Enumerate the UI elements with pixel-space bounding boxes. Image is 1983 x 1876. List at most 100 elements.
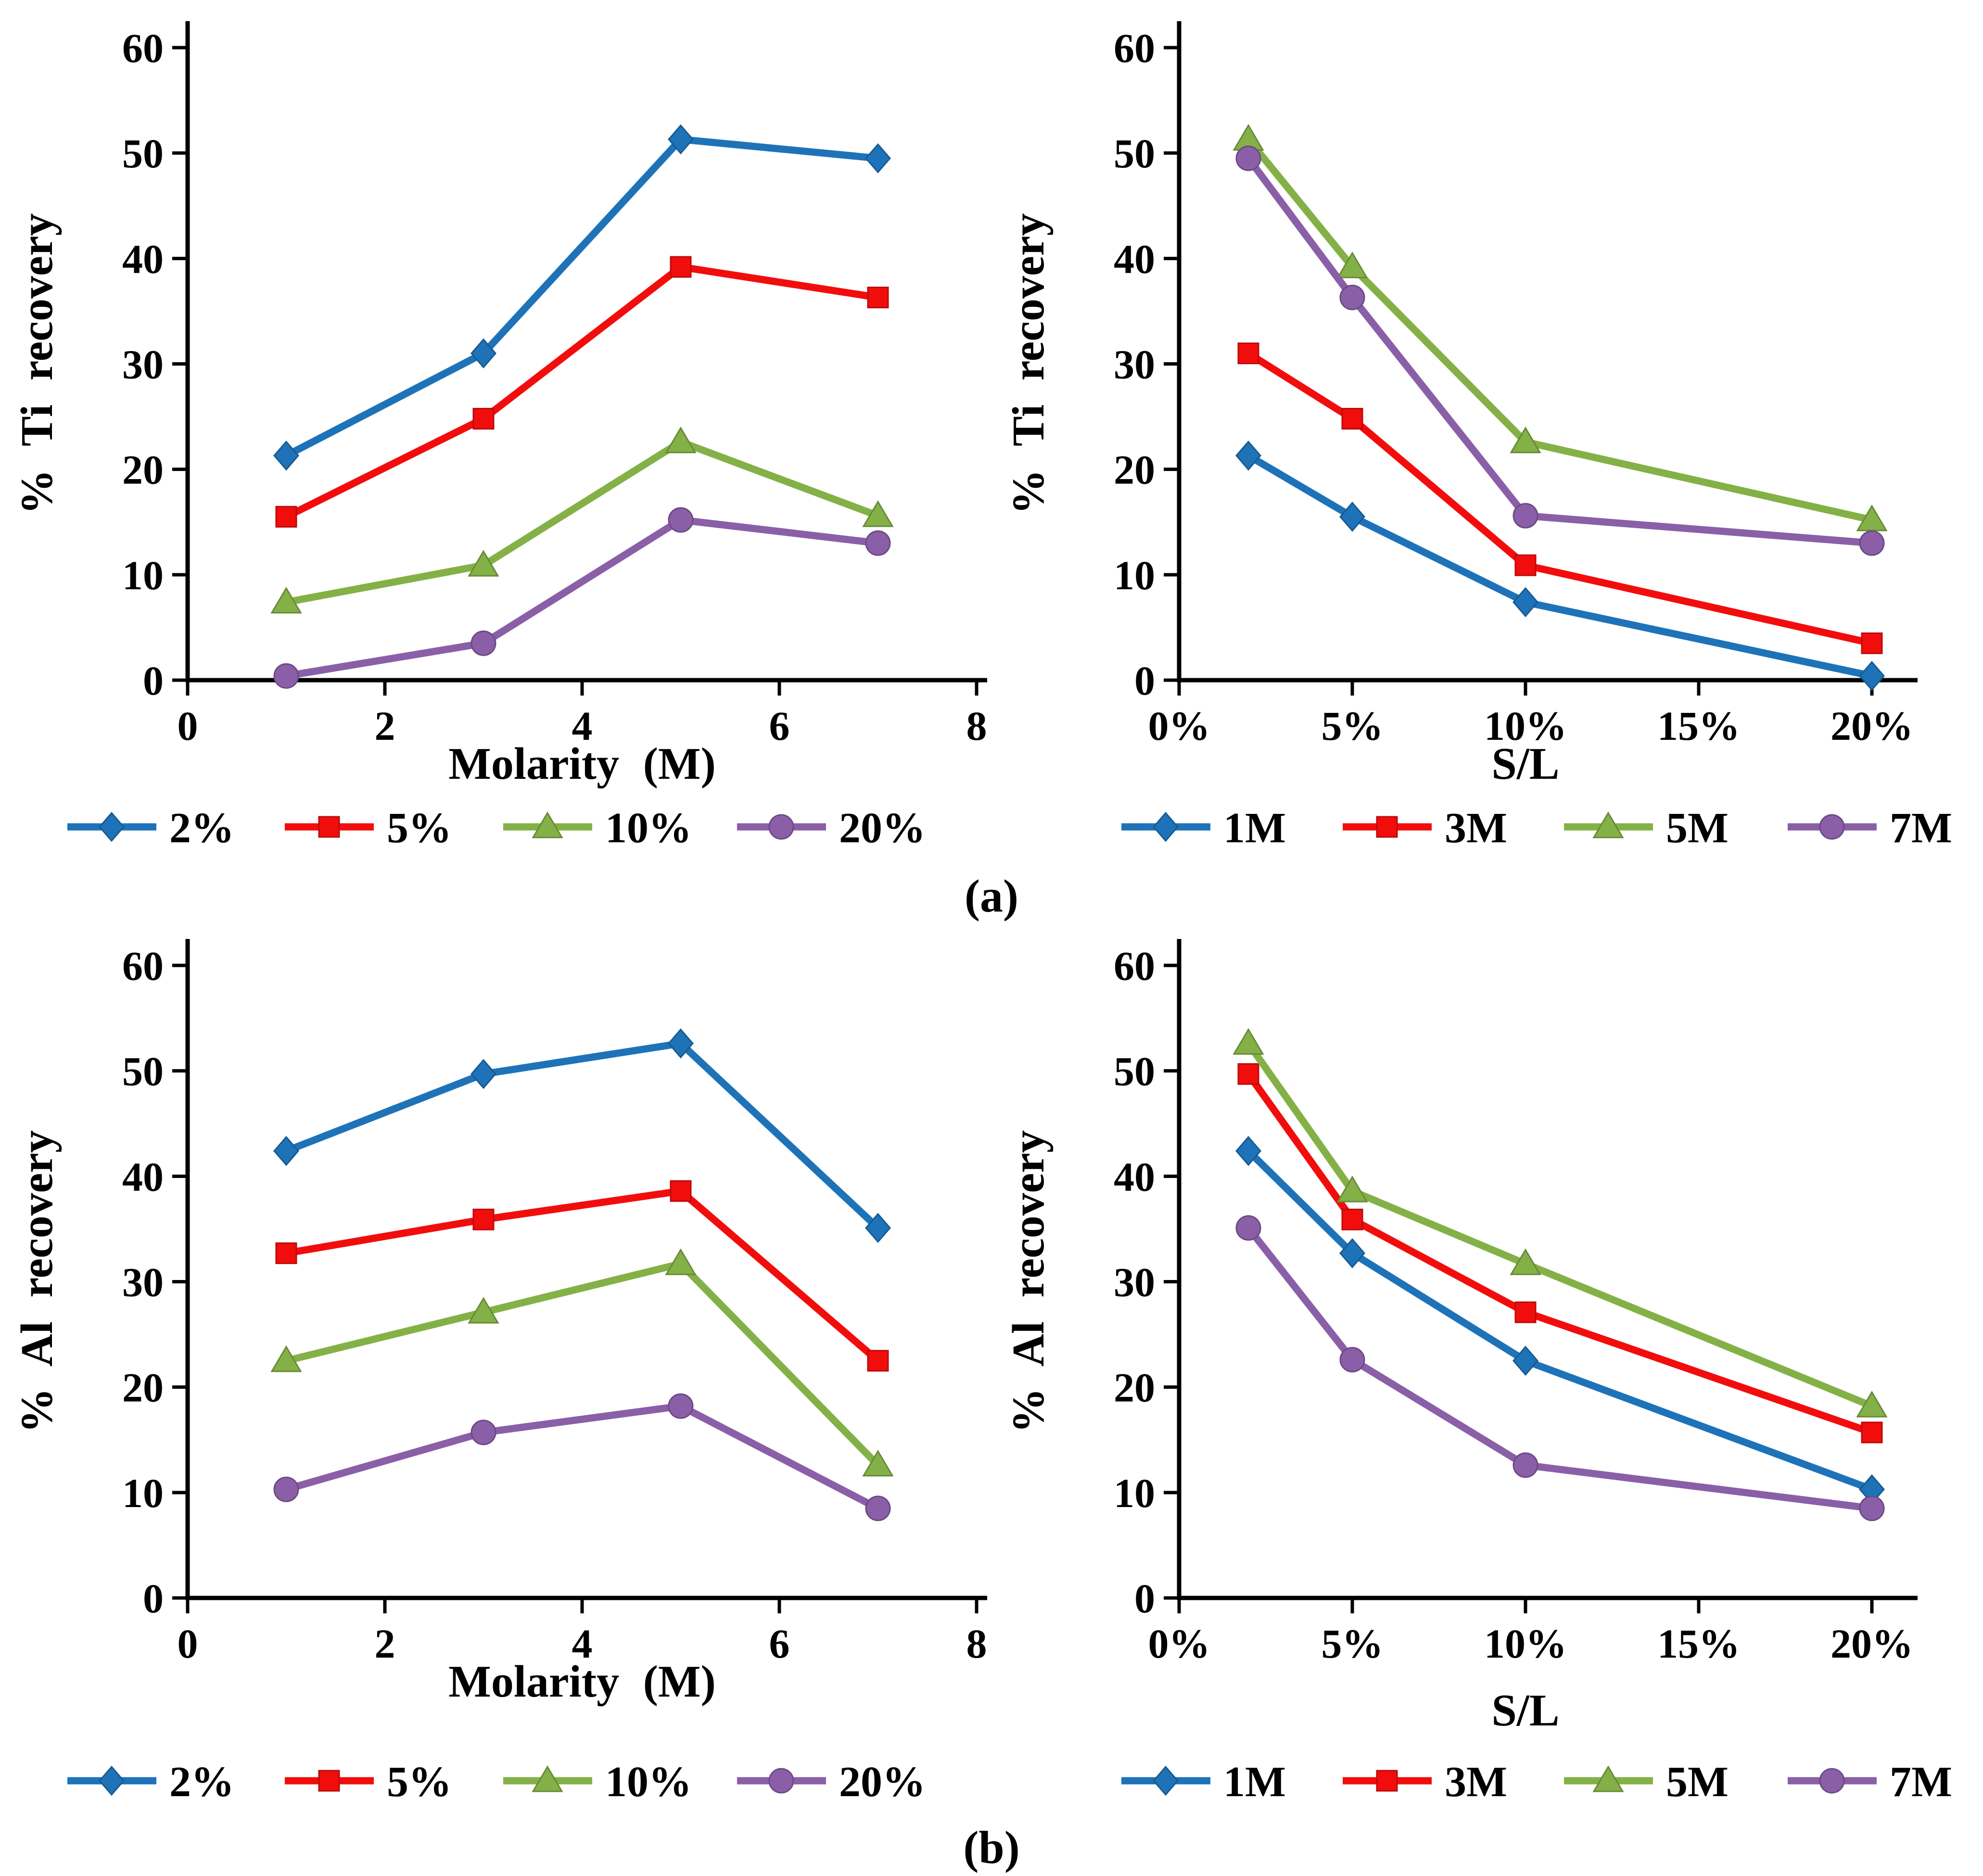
series-line: [282, 263, 882, 520]
series-line: [282, 516, 882, 680]
legend-label: 7M: [1890, 804, 1952, 852]
y-tick-label: 10: [122, 552, 164, 598]
series-20%: [273, 1393, 891, 1521]
diamond-marker: [273, 440, 299, 471]
square-marker: [670, 1180, 692, 1202]
triangle-marker: [1592, 1765, 1624, 1792]
diamond-marker: [1339, 501, 1365, 532]
triangle-marker: [1233, 1028, 1264, 1055]
x-tick-label: 20%: [1830, 1621, 1913, 1667]
y-tick-label: 50: [1114, 1048, 1155, 1094]
y-axis-title: % Al recovery: [12, 1130, 62, 1433]
triangle-marker: [1510, 426, 1541, 454]
chart-ti-vs-molarity-canvas: 0 10 20 30 40 50 60 0 2 4 6 8 % Ti recovery Molarity …: [12, 21, 987, 852]
circle-marker: [1235, 1215, 1261, 1241]
chart-al-vs-molarity: 0 10 20 30 40 50 60 0 2 4 6 8 % Al recovery Molarity …: [0, 925, 992, 1819]
x-tick-label: 0%: [1148, 703, 1210, 749]
y-axis-title: % Ti recovery: [12, 213, 62, 514]
diamond-marker: [470, 338, 496, 368]
legend-label: 5M: [1666, 804, 1729, 852]
chart-ti-vs-sl: 0 10 20 30 40 50 60 0% 5% 10% 15% 20% % Ti recovery S…: [992, 7, 1983, 868]
y-axis-title: % Ti recovery: [1004, 213, 1054, 514]
x-tick-label: 20%: [1830, 703, 1913, 749]
triangle-marker: [1336, 251, 1368, 279]
x-tick-label: 0: [178, 703, 198, 749]
chart-al-vs-sl: 0 10 20 30 40 50 60 0% 5% 10% 15% 20% % Al recovery S…: [992, 925, 1983, 1819]
diamond-marker: [1513, 587, 1538, 618]
series-3M: [1237, 342, 1883, 654]
y-tick-label: 0: [1134, 1575, 1155, 1622]
series-line: [282, 1260, 882, 1469]
legend-label: 1M: [1223, 804, 1286, 852]
legend-label: 2%: [169, 1758, 234, 1806]
circle-marker: [1819, 814, 1845, 840]
series-line: [282, 1187, 882, 1365]
legend-item-10%: 10%: [503, 1758, 692, 1806]
series-10%: [270, 1248, 894, 1477]
square-marker: [1376, 816, 1398, 838]
circle-marker: [273, 663, 299, 689]
square-marker: [318, 1770, 340, 1792]
triangle-marker: [1856, 1391, 1888, 1418]
y-tick-label: 40: [1114, 1153, 1155, 1200]
diamond-marker: [1513, 1345, 1538, 1376]
series-line: [282, 1039, 882, 1232]
triangle-marker: [665, 1248, 697, 1275]
y-tick-label: 10: [1114, 552, 1155, 598]
series-line: [1245, 1039, 1876, 1410]
square-marker: [275, 506, 297, 528]
legend-item-1M: 1M: [1121, 1758, 1286, 1806]
series-line: [1245, 452, 1876, 680]
x-tick-label: 10%: [1484, 703, 1567, 749]
y-tick-label: 0: [143, 658, 164, 704]
y-tick-label: 30: [1114, 1259, 1155, 1306]
legend-label: 10%: [605, 804, 692, 852]
legend-label: 3M: [1445, 804, 1507, 852]
circle-marker: [768, 1768, 794, 1794]
circle-marker: [768, 814, 794, 840]
axes: 0 10 20 30 40 50 60 0 2 4 6 8: [122, 21, 987, 749]
square-marker: [1237, 342, 1259, 365]
square-marker: [1376, 1770, 1398, 1792]
circle-marker: [1859, 530, 1885, 556]
legend: 1M 3M 5M 7M: [1121, 1758, 1952, 1806]
square-marker: [1861, 1421, 1883, 1444]
axes: 0 10 20 30 40 50 60 0 2 4 6 8: [122, 939, 987, 1667]
legend-item-10%: 10%: [503, 804, 692, 852]
diamond-marker: [668, 124, 694, 154]
square-marker: [1861, 632, 1883, 654]
legend-item-7M: 7M: [1788, 1758, 1952, 1806]
square-marker: [472, 1208, 495, 1230]
x-tick-label: 2: [375, 1621, 395, 1667]
legend-item-3M: 3M: [1343, 804, 1507, 852]
circle-marker: [1819, 1768, 1845, 1794]
x-axis-title: Molarity (M): [448, 739, 716, 789]
diamond-marker: [273, 1136, 299, 1166]
series-7M: [1235, 145, 1885, 556]
triangle-marker: [862, 500, 894, 527]
series-5%: [275, 1180, 889, 1372]
series-line: [1245, 154, 1876, 547]
legend-item-20%: 20%: [737, 804, 926, 852]
circle-marker: [668, 1393, 694, 1419]
legend-label: 5%: [387, 804, 452, 852]
legend: 2% 5% 10% 20%: [67, 1758, 926, 1806]
diamond-marker: [668, 1028, 694, 1059]
x-axis-title: S/L: [1491, 1686, 1559, 1736]
square-marker: [472, 407, 495, 430]
panel-caption-b: (b): [963, 1822, 1020, 1873]
square-marker: [1514, 554, 1537, 576]
x-tick-label: 8: [966, 1621, 987, 1667]
series-2%: [273, 1028, 891, 1243]
diamond-marker: [1859, 660, 1885, 691]
legend-label: 20%: [839, 804, 926, 852]
x-axis-title: Molarity (M): [448, 1657, 716, 1707]
series-2%: [273, 124, 891, 471]
series-5M: [1233, 1028, 1888, 1418]
triangle-marker: [468, 550, 499, 577]
series-3M: [1237, 1063, 1883, 1444]
diamond-marker: [1339, 1238, 1365, 1268]
x-tick-label: 0%: [1148, 1621, 1210, 1667]
circle-marker: [1859, 1496, 1885, 1521]
